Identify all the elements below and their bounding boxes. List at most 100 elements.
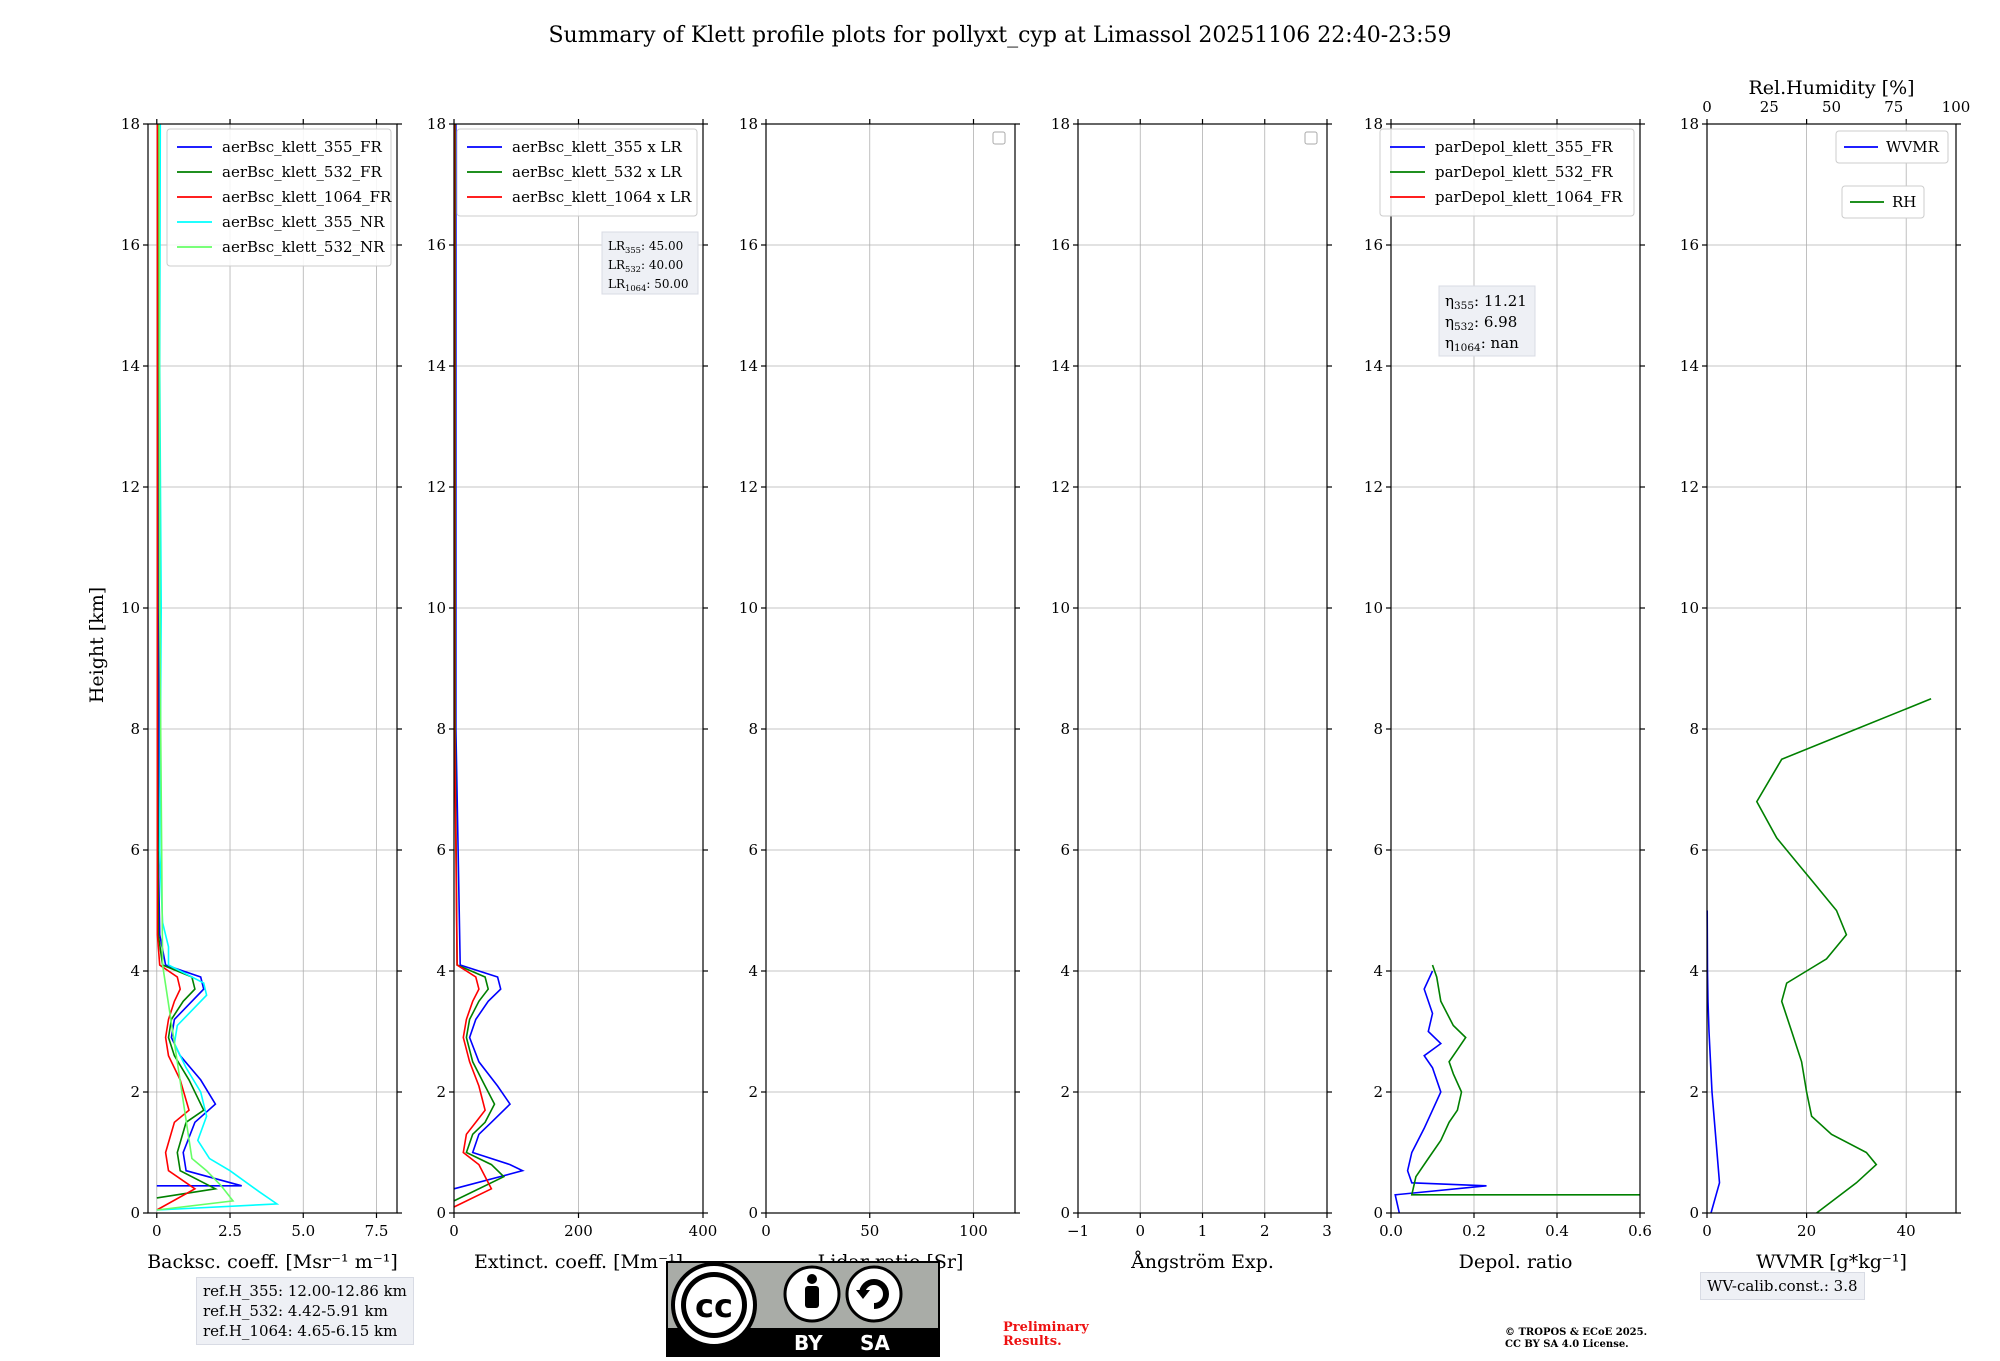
axes-frame (1706, 123, 1957, 1214)
x-tick-label: 5.0 (291, 1222, 315, 1240)
annotation-line: LR1064: 50.00 (608, 277, 689, 293)
y-tick-label: 0 (1060, 1204, 1070, 1222)
y-tick-label: 16 (427, 236, 446, 254)
x-tick-label: 50 (860, 1222, 879, 1240)
empty-legend-box (992, 131, 1006, 145)
legend-label: WVMR (1886, 138, 1940, 156)
y-tick-label: 16 (1364, 236, 1383, 254)
y-tick-label: 6 (130, 841, 140, 859)
legend-label: RH (1892, 193, 1916, 211)
y-tick-label: 10 (1051, 599, 1070, 617)
y-tick-label: 6 (1373, 841, 1383, 859)
series-line-aerBsc_klett_1064_FR (156, 124, 197, 1211)
empty-legend-box (1304, 131, 1318, 145)
y-tick-label: 6 (748, 841, 758, 859)
series-line-parDepol_klett_532_FR (1410, 964, 1640, 1196)
x-tick-label: −1 (1067, 1222, 1089, 1240)
copyright-note: © TROPOS & ECoE 2025. CC BY SA 4.0 Licen… (1505, 1327, 1647, 1351)
lidar-ratio-annotation (601, 231, 699, 295)
x-tick-label: 0.6 (1628, 1222, 1652, 1240)
series-line-WVMR (1706, 910, 1721, 1214)
y-tick-label: 14 (1364, 357, 1383, 375)
y-tick-label: 2 (1060, 1083, 1070, 1101)
y-tick-label: 4 (1373, 962, 1383, 980)
series-line-aerBsc_klett_355 x LR (453, 124, 525, 1190)
preliminary-results-note: Preliminary Results. (1003, 1321, 1089, 1349)
y-tick-label: 0 (1689, 1204, 1699, 1222)
y-tick-label: 12 (427, 478, 446, 496)
y-tick-label: 2 (436, 1083, 446, 1101)
x-tick-label: 3 (1322, 1222, 1332, 1240)
chart-panel-5: 0 2 4 6 8 10 12 14 16 18 0.0 0.2 0.4 0.6 Depol. ratio p… (1364, 115, 1652, 1273)
series-line-parDepol_klett_355_FR (1394, 970, 1487, 1214)
x-tick-label: 400 (689, 1222, 718, 1240)
annotation-line: η355: 11.21 (1445, 292, 1527, 312)
x-tick-label: 0 (152, 1222, 162, 1240)
y-tick-label: 18 (1364, 115, 1383, 133)
x-tick-label: 0.0 (1379, 1222, 1403, 1240)
cc-logo-graphic: cc (666, 1261, 940, 1357)
axes-frame (765, 123, 1016, 1214)
y-tick-label: 4 (1060, 962, 1070, 980)
eta-annotation (1438, 285, 1536, 357)
y-tick-label: 6 (1689, 841, 1699, 859)
chart-panel-2: 0 2 4 6 8 10 12 14 16 18 0 200 400 Extinct. coeff. [M… (427, 115, 717, 1273)
y-tick-label: 10 (1680, 599, 1699, 617)
y-tick-label: 4 (436, 962, 446, 980)
y-tick-label: 0 (748, 1204, 758, 1222)
y-tick-label: 8 (1373, 720, 1383, 738)
prelim-line: Preliminary (1003, 1320, 1089, 1335)
y-tick-label: 0 (130, 1204, 140, 1222)
y-tick-label: 14 (121, 357, 140, 375)
x-axis-label: Ångström Exp. (1130, 1251, 1274, 1273)
wv-calibration-box: WV-calib.const.: 3.8 (1700, 1272, 1865, 1300)
legend-label: aerBsc_klett_532_NR (222, 238, 385, 256)
chart-panel-1: 0 2 4 6 8 10 12 14 16 18 0 2.5 5.0 7.5 Backsc. coeff. … (121, 115, 402, 1273)
legend-label: aerBsc_klett_1064 x LR (512, 188, 692, 206)
copyright-line: © TROPOS & ECoE 2025. (1505, 1327, 1648, 1338)
top-x-axis-label: Rel.Humidity [%] (1748, 77, 1914, 99)
cc-by-label: BY (794, 1331, 823, 1355)
legend-box (456, 128, 698, 217)
y-tick-label: 6 (436, 841, 446, 859)
legend-label: aerBsc_klett_532_FR (222, 163, 382, 181)
annotation-line: η532: 6.98 (1445, 313, 1517, 333)
y-tick-label: 18 (739, 115, 758, 133)
y-tick-label: 10 (427, 599, 446, 617)
y-tick-label: 18 (1051, 115, 1070, 133)
x-tick-label: 1 (1198, 1222, 1208, 1240)
x-tick-label: 2.5 (218, 1222, 242, 1240)
series-line-aerBsc_klett_532 x LR (453, 124, 506, 1202)
y-tick-label: 2 (1689, 1083, 1699, 1101)
legend-label: parDepol_klett_1064_FR (1435, 188, 1623, 206)
annotation-line: LR532: 40.00 (608, 258, 683, 274)
refbox-line: ref.H_1064: 4.65-6.15 km (203, 1322, 398, 1340)
y-tick-label: 14 (1051, 357, 1070, 375)
axes-frame (147, 123, 398, 1214)
top-x-tick-label: 100 (1942, 98, 1971, 116)
series-line-aerBsc_klett_532_NR (156, 123, 235, 1211)
x-axis-label: Extinct. coeff. [Mm⁻¹] (474, 1251, 683, 1273)
x-tick-label: 100 (959, 1222, 988, 1240)
x-tick-label: 0 (449, 1222, 459, 1240)
prelim-line: Results. (1003, 1334, 1062, 1349)
cc-sa-label: SA (860, 1331, 890, 1355)
y-tick-label: 12 (121, 478, 140, 496)
y-tick-label: 16 (739, 236, 758, 254)
y-tick-label: 16 (121, 236, 140, 254)
x-axis-label: Depol. ratio (1459, 1251, 1573, 1273)
legend-box (166, 128, 392, 267)
top-x-tick-label: 25 (1760, 98, 1779, 116)
legend-label: aerBsc_klett_355_FR (222, 138, 382, 156)
cc-by-sa-logo: cc BY SA (666, 1261, 940, 1357)
y-tick-label: 16 (1051, 236, 1070, 254)
y-tick-label: 10 (739, 599, 758, 617)
x-tick-label: 7.5 (365, 1222, 389, 1240)
top-x-tick-label: 50 (1822, 98, 1841, 116)
copyright-line: CC BY SA 4.0 License. (1505, 1339, 1629, 1350)
y-tick-label: 12 (1364, 478, 1383, 496)
y-tick-label: 10 (1364, 599, 1383, 617)
y-tick-label: 2 (1373, 1083, 1383, 1101)
y-tick-label: 0 (436, 1204, 446, 1222)
